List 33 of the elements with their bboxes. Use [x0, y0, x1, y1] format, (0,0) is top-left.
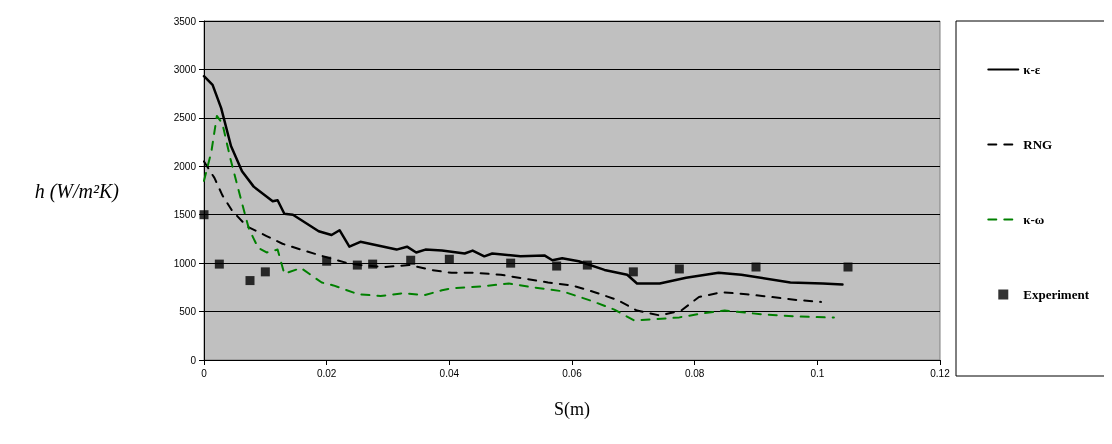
point — [506, 258, 516, 268]
point — [843, 262, 853, 272]
x-tick-label: 0.08 — [684, 367, 705, 379]
point — [552, 261, 562, 271]
point — [444, 254, 454, 264]
legend-label: κ-ω — [1023, 212, 1045, 227]
legend-label: RNG — [1023, 137, 1053, 152]
point — [214, 259, 224, 269]
x-axis-title: S(m) — [554, 399, 591, 420]
y-tick-label: 1500 — [173, 209, 197, 221]
y-tick-label: 3000 — [173, 63, 197, 75]
x-tick-label: 0.1 — [810, 367, 825, 379]
y-tick-label: 1000 — [173, 257, 197, 269]
legend-label: Experiment — [1023, 287, 1090, 302]
legend-label: κ-ε — [1023, 62, 1041, 77]
point — [245, 276, 255, 286]
y-axis-title: h (W/m²K) — [34, 179, 120, 203]
line-series — [203, 114, 835, 322]
point — [674, 264, 684, 274]
point — [628, 267, 638, 277]
point — [751, 262, 761, 272]
y-tick-label: 2500 — [173, 112, 197, 124]
x-tick-label: 0.02 — [316, 367, 337, 379]
y-tick-label: 2000 — [173, 160, 197, 172]
x-tick-label: 0 — [201, 367, 208, 379]
x-tick-label: 0.12 — [930, 367, 951, 379]
y-tick-label: 3500 — [173, 15, 197, 27]
y-tick-label: 500 — [179, 306, 197, 318]
x-tick-label: 0.06 — [562, 367, 583, 379]
point — [406, 255, 416, 265]
point — [260, 267, 270, 277]
y-tick-label: 0 — [190, 354, 197, 366]
x-tick-label: 0.04 — [439, 367, 460, 379]
